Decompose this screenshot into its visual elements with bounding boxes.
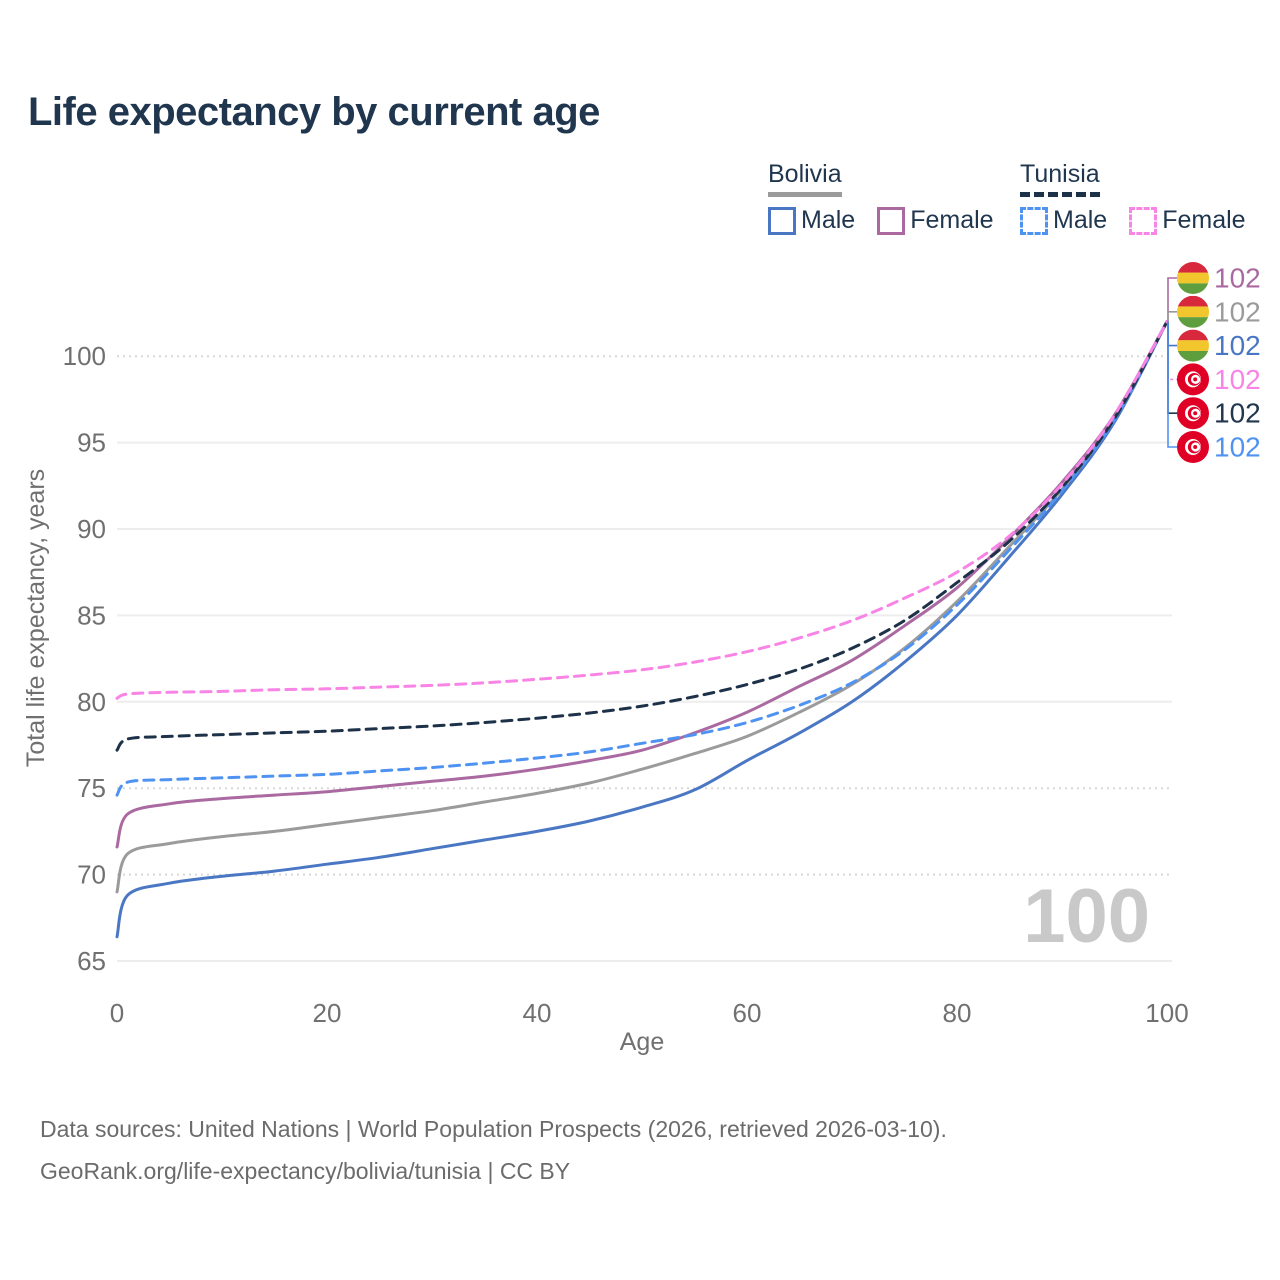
legend: Bolivia Male Female Tunisia Male Female — [0, 160, 1280, 245]
legend-country-tunisia[interactable]: Tunisia — [1020, 160, 1100, 197]
attribution-line[interactable]: GeoRank.org/life-expectancy/bolivia/tuni… — [40, 1158, 571, 1184]
legend-item-tunisia-female[interactable]: Female — [1129, 206, 1246, 235]
legend-item-label: Female — [1162, 206, 1246, 234]
series-line-bolivia-male — [115, 320, 1169, 939]
chart-title: Life expectancy by current age — [28, 90, 600, 134]
legend-country-bolivia[interactable]: Bolivia — [768, 160, 842, 197]
x-tick-label: 60 — [733, 998, 762, 1028]
y-tick-label: 95 — [77, 428, 106, 458]
tunisia-male-swatch-icon — [1020, 206, 1048, 235]
legend-group-tunisia: Tunisia Male Female — [1020, 160, 1246, 235]
y-tick-label: 75 — [77, 773, 106, 803]
data-sources-line: Data sources: United Nations | World Pop… — [40, 1116, 947, 1142]
x-tick-label: 40 — [523, 998, 552, 1028]
bolivia-female-swatch-icon — [877, 206, 906, 235]
legend-item-label: Male — [801, 206, 856, 234]
x-tick-label: 100 — [1145, 998, 1188, 1028]
end-value-label-bolivia-female: 102 — [1214, 263, 1261, 294]
flag-icon-bolivia — [1177, 262, 1209, 294]
y-tick-label: 80 — [77, 687, 106, 717]
y-tick-label: 85 — [77, 600, 106, 630]
flag-icon-tunisia — [1177, 431, 1209, 463]
flag-icon-bolivia — [1177, 329, 1209, 362]
end-value-label-bolivia-male: 102 — [1214, 330, 1261, 361]
end-label-connector — [1167, 321, 1177, 414]
end-value-label-tunisia-female: 102 — [1214, 364, 1261, 395]
x-tick-label: 80 — [943, 998, 972, 1028]
series-line-tunisia-female — [115, 320, 1169, 700]
legend-item-bolivia-male[interactable]: Male — [768, 206, 855, 235]
bolivia-male-swatch-icon — [768, 206, 796, 235]
flag-icon-tunisia — [1177, 397, 1209, 430]
y-tick-label: 100 — [63, 341, 106, 371]
y-axis-title: Total life expectancy, years — [22, 469, 50, 767]
x-tick-label: 20 — [313, 998, 342, 1028]
end-label-connector — [1167, 277, 1177, 322]
flag-icon-bolivia — [1177, 295, 1209, 328]
legend-item-label: Male — [1053, 206, 1108, 234]
end-value-label-tunisia-male: 102 — [1214, 432, 1261, 463]
end-label-connector — [1167, 321, 1177, 347]
flag-icon-tunisia — [1177, 363, 1209, 396]
series-line-bolivia — [115, 320, 1169, 894]
end-value-label-tunisia: 102 — [1214, 398, 1261, 429]
series-line-tunisia-male — [115, 320, 1169, 797]
x-axis-title: Age — [620, 1028, 664, 1056]
end-label-connector — [1167, 321, 1177, 381]
y-tick-label: 90 — [77, 514, 106, 544]
legend-item-label: Female — [910, 206, 994, 234]
end-value-label-bolivia: 102 — [1214, 296, 1261, 327]
legend-item-bolivia-female[interactable]: Female — [877, 206, 994, 235]
tunisia-female-swatch-icon — [1129, 206, 1158, 235]
footer: Data sources: United Nations | World Pop… — [40, 1108, 947, 1192]
legend-item-tunisia-male[interactable]: Male — [1020, 206, 1107, 235]
legend-group-bolivia: Bolivia Male Female — [768, 160, 994, 235]
y-tick-label: 65 — [77, 946, 106, 976]
y-tick-label: 70 — [77, 860, 106, 890]
series-line-tunisia — [115, 320, 1169, 752]
end-label-connector — [1167, 321, 1177, 448]
end-label-connector — [1167, 311, 1177, 322]
x-tick-label: 0 — [110, 998, 124, 1028]
age-counter-watermark: 100 — [1023, 874, 1150, 959]
